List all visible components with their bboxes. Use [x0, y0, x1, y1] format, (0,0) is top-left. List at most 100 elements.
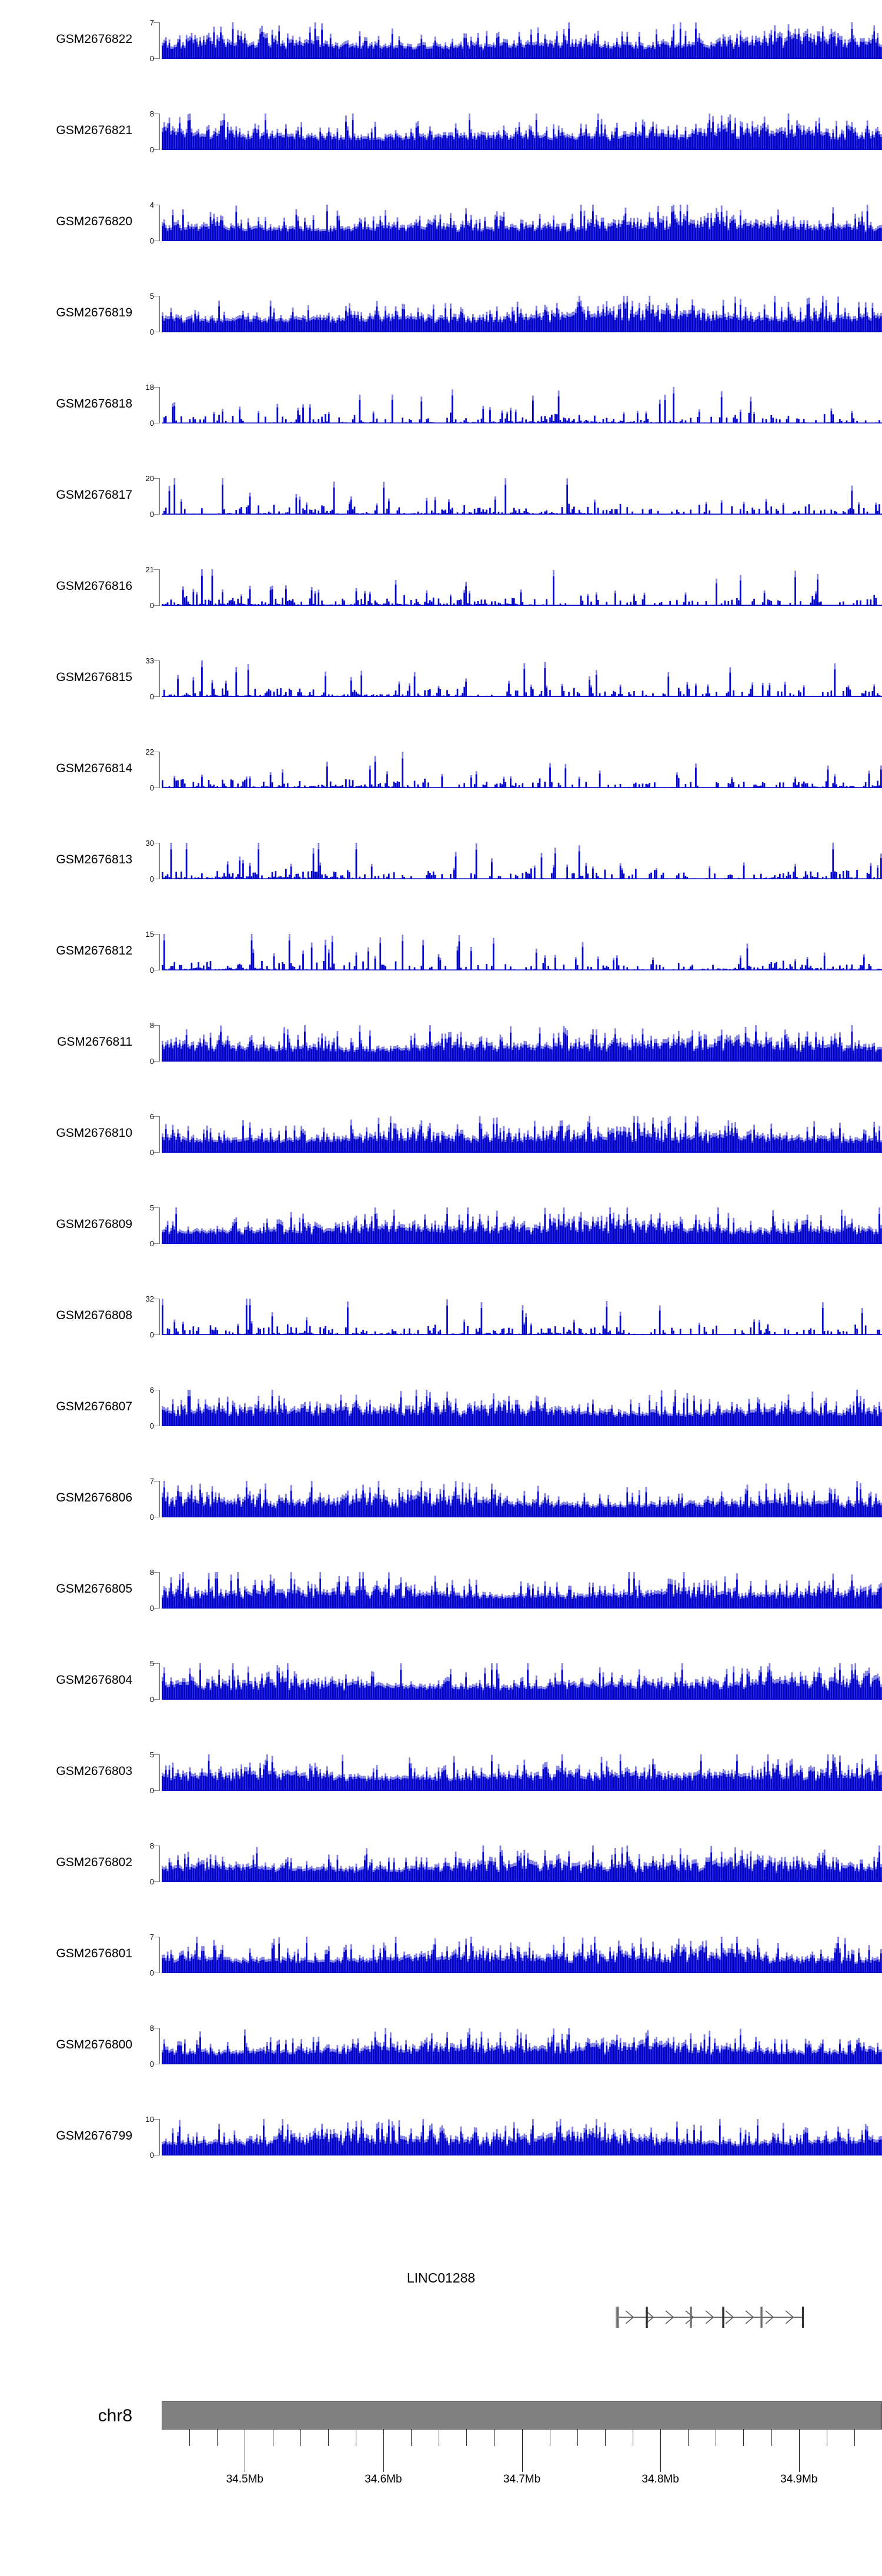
coverage-data-area[interactable]	[162, 114, 882, 150]
y-axis-max-label: 20	[145, 474, 154, 483]
y-axis-line	[159, 934, 160, 970]
coverage-track: GSM2676815 33 0	[0, 657, 882, 700]
y-axis-max-label: 6	[149, 1112, 154, 1121]
coverage-data-area[interactable]	[162, 1207, 882, 1244]
coverage-data-area[interactable]	[162, 1481, 882, 1517]
axis-minor-tick	[743, 2430, 744, 2446]
track-label-GSM2676810: GSM2676810	[56, 1126, 132, 1140]
coverage-bars	[162, 940, 882, 970]
coverage-data-area[interactable]	[162, 1299, 882, 1335]
y-axis-max-label: 8	[149, 109, 154, 118]
coverage-data-area[interactable]	[162, 22, 882, 59]
y-axis-line	[159, 1207, 160, 1244]
y-axis-line	[159, 1846, 160, 1882]
axis-minor-tick	[494, 2430, 495, 2446]
strand-arrow-icon	[705, 2310, 714, 2324]
coverage-bars	[162, 1123, 882, 1153]
coverage-data-area[interactable]	[162, 2028, 882, 2064]
coverage-bars	[162, 758, 882, 788]
coverage-data-area[interactable]	[162, 843, 882, 879]
gene-exon[interactable]	[722, 2307, 724, 2328]
strand-arrow-icon	[645, 2310, 654, 2324]
coverage-data-area[interactable]	[162, 478, 882, 515]
coverage-data-area[interactable]	[162, 1663, 882, 1700]
track-label-GSM2676802: GSM2676802	[56, 1856, 132, 1869]
coverage-bars	[162, 667, 882, 697]
y-axis-line	[159, 205, 160, 241]
coverage-histogram	[162, 1481, 882, 1517]
coverage-histogram	[162, 1754, 882, 1791]
coverage-track: GSM2676813 30 0	[0, 839, 882, 883]
y-axis-min-label: 0	[149, 783, 154, 792]
coverage-track: GSM2676811 8 0	[0, 1022, 882, 1066]
coverage-data-area[interactable]	[162, 752, 882, 788]
track-label-GSM2676809: GSM2676809	[56, 1217, 132, 1231]
coverage-data-area[interactable]	[162, 1025, 882, 1062]
gene-exon[interactable]	[690, 2307, 692, 2328]
strand-arrow-icon	[685, 2310, 694, 2324]
coverage-track: GSM2676821 8 0	[0, 110, 882, 154]
coverage-data-area[interactable]	[162, 1116, 882, 1153]
gene-exon[interactable]	[646, 2307, 648, 2328]
axis-tick-label: 34.8Mb	[642, 2473, 679, 2485]
coverage-bars	[162, 1305, 882, 1335]
y-axis-tick-bot	[153, 696, 160, 697]
coverage-histogram	[162, 1846, 882, 1882]
coverage-histogram	[162, 1390, 882, 1426]
coverage-data-area[interactable]	[162, 1846, 882, 1882]
track-label-GSM2676817: GSM2676817	[56, 488, 132, 502]
coverage-data-area[interactable]	[162, 660, 882, 697]
strand-arrow-icon	[665, 2310, 674, 2324]
coverage-baseline	[162, 1334, 882, 1335]
y-axis: 20 0	[134, 474, 160, 518]
coverage-data-area[interactable]	[162, 1390, 882, 1426]
coverage-bars	[162, 1761, 882, 1791]
axis-minor-tick	[411, 2430, 412, 2446]
chromosome-ideogram[interactable]	[162, 2401, 882, 2430]
y-axis-tick-top	[153, 569, 160, 570]
coverage-baseline	[162, 513, 882, 515]
gene-exon[interactable]	[617, 2307, 619, 2328]
y-axis-min-label: 0	[149, 1604, 154, 1613]
coverage-data-area[interactable]	[162, 296, 882, 332]
y-axis-tick-bot	[153, 149, 160, 150]
axis-minor-tick	[189, 2430, 191, 2446]
y-axis-tick-top	[153, 1207, 160, 1208]
axis-minor-tick	[604, 2430, 606, 2446]
y-axis-tick-top	[153, 387, 160, 388]
coverage-data-area[interactable]	[162, 1937, 882, 1973]
axis-major-tick	[383, 2430, 384, 2472]
gene-exon[interactable]	[760, 2307, 763, 2328]
y-axis-max-label: 8	[149, 1568, 154, 1577]
coverage-data-area[interactable]	[162, 1754, 882, 1791]
coverage-data-area[interactable]	[162, 569, 882, 606]
axis-major-tick	[660, 2430, 662, 2472]
gene-annotation-track: LINC01288	[0, 2270, 882, 2347]
coverage-data-area[interactable]	[162, 934, 882, 970]
y-axis-min-label: 0	[149, 1057, 154, 1066]
y-axis-max-label: 4	[149, 201, 154, 209]
coverage-baseline	[162, 2154, 882, 2155]
coverage-data-area[interactable]	[162, 387, 882, 423]
coverage-track: GSM2676806 7 0	[0, 1477, 882, 1521]
coverage-data-area[interactable]	[162, 205, 882, 241]
coverage-baseline	[162, 696, 882, 697]
coverage-highlight-layer	[162, 1481, 882, 1517]
coverage-highlight-layer	[162, 205, 882, 241]
coverage-data-area[interactable]	[162, 2119, 882, 2155]
gene-model[interactable]	[162, 2300, 882, 2335]
genome-axis-track: chr8 34.5Mb 34.6Mb 34.7Mb 34.8Mb 34.9Mb	[0, 2385, 882, 2485]
y-axis: 10 0	[134, 2115, 160, 2159]
y-axis-tick-bot	[153, 605, 160, 606]
coverage-histogram	[162, 660, 882, 697]
coverage-baseline	[162, 1243, 882, 1244]
axis-minor-tick	[688, 2430, 689, 2446]
coverage-histogram	[162, 1937, 882, 1973]
coverage-data-area[interactable]	[162, 1572, 882, 1609]
coverage-bars	[162, 120, 882, 150]
coverage-highlight-layer	[162, 1937, 882, 1973]
